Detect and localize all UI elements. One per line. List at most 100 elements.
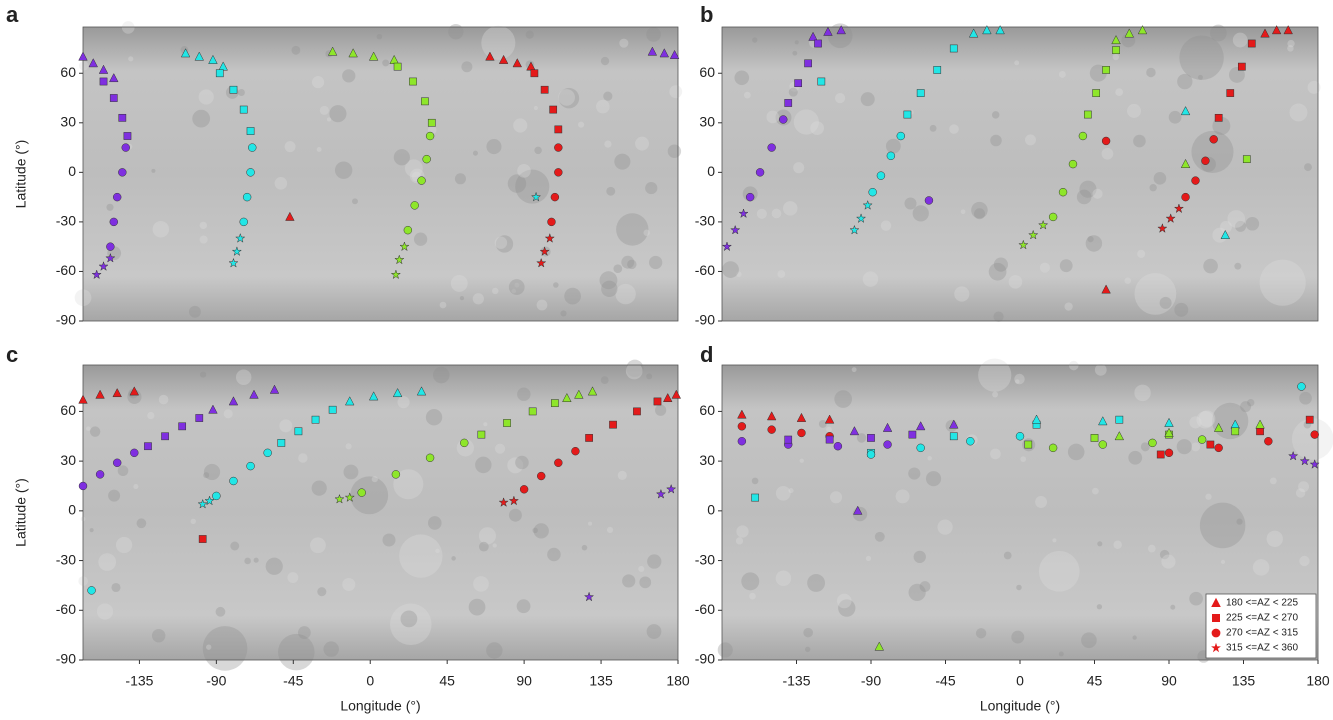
crater (736, 537, 743, 544)
data-point (358, 489, 366, 497)
crater (200, 371, 206, 377)
crater (1040, 263, 1050, 273)
crater (469, 599, 486, 616)
y-tick-label: -90 (695, 651, 715, 667)
crater (1196, 411, 1214, 429)
data-point (1049, 444, 1057, 452)
data-point (404, 226, 412, 234)
crater (596, 100, 610, 114)
crater (236, 370, 251, 385)
data-point (312, 416, 319, 423)
crater (861, 92, 875, 106)
data-point (119, 114, 126, 121)
data-point (804, 60, 811, 67)
crater (908, 468, 920, 480)
x-axis-label: Longitude (°) (980, 698, 1060, 714)
data-point (554, 168, 562, 176)
data-point (1243, 156, 1250, 163)
data-point (779, 116, 787, 124)
legend-label: 225 <=AZ < 270 (1226, 613, 1298, 624)
crater (323, 641, 338, 656)
x-axis-label: Longitude (°) (340, 698, 420, 714)
data-point (96, 470, 104, 478)
data-point (1248, 40, 1255, 47)
crater (976, 628, 986, 638)
crater (329, 105, 346, 122)
crater (414, 233, 427, 246)
crater (495, 237, 507, 249)
data-point (130, 449, 138, 457)
crater (79, 61, 89, 71)
data-point (531, 70, 538, 77)
data-point (746, 193, 754, 201)
crater (479, 527, 496, 544)
data-point (418, 177, 426, 185)
data-point (1069, 160, 1077, 168)
data-point (1084, 111, 1091, 118)
data-point (554, 144, 562, 152)
y-tick-label: -60 (695, 262, 715, 278)
y-tick-label: -30 (56, 551, 76, 567)
crater (772, 209, 782, 219)
data-point (925, 196, 933, 204)
crater (1011, 631, 1024, 644)
crater (435, 549, 439, 553)
crater (1025, 134, 1036, 145)
crater (1205, 494, 1211, 500)
figure: a-90-60-3003060Latitude (°)b-90-60-30030… (0, 0, 1333, 720)
legend-marker (1212, 614, 1220, 622)
data-point (934, 66, 941, 73)
x-tick-label: 180 (1306, 673, 1330, 689)
crater (582, 545, 588, 551)
crater (1287, 45, 1294, 52)
crater (1068, 444, 1085, 461)
data-point (100, 78, 107, 85)
crater (937, 519, 952, 534)
data-point (867, 451, 875, 459)
crater (788, 488, 793, 493)
crater (645, 182, 657, 194)
crater (618, 471, 627, 480)
data-point (1116, 416, 1123, 423)
crater (993, 311, 1003, 321)
crater (147, 412, 154, 419)
crater (1113, 541, 1121, 549)
data-point (1091, 434, 1098, 441)
data-point (392, 470, 400, 478)
crater (668, 145, 681, 158)
data-point (79, 482, 87, 490)
crater (200, 222, 207, 229)
crater (819, 420, 827, 428)
crater (1132, 635, 1136, 639)
crater (1308, 81, 1321, 94)
crater (526, 31, 534, 39)
crater (718, 642, 733, 657)
y-tick-label: -90 (695, 312, 715, 328)
crater (1039, 551, 1080, 592)
crater (320, 106, 329, 115)
crater (1097, 604, 1102, 609)
crater (1060, 259, 1073, 272)
crater (1052, 538, 1056, 542)
crater (1020, 456, 1026, 462)
map-background (83, 365, 678, 660)
crater (517, 164, 531, 178)
crater (216, 607, 226, 617)
crater (451, 275, 468, 292)
data-point (950, 45, 957, 52)
crater (752, 37, 757, 42)
data-point (867, 434, 874, 441)
crater (1189, 592, 1203, 606)
crater (1087, 236, 1093, 242)
crater (601, 376, 609, 384)
data-point (950, 433, 957, 440)
y-axis-label: Latitude (°) (13, 478, 29, 547)
crater (428, 516, 442, 530)
crater (1149, 184, 1156, 191)
crater (1148, 545, 1156, 553)
crater (795, 40, 799, 44)
data-point (428, 119, 435, 126)
crater (189, 306, 201, 318)
crater (881, 220, 892, 231)
y-tick-label: -60 (56, 262, 76, 278)
